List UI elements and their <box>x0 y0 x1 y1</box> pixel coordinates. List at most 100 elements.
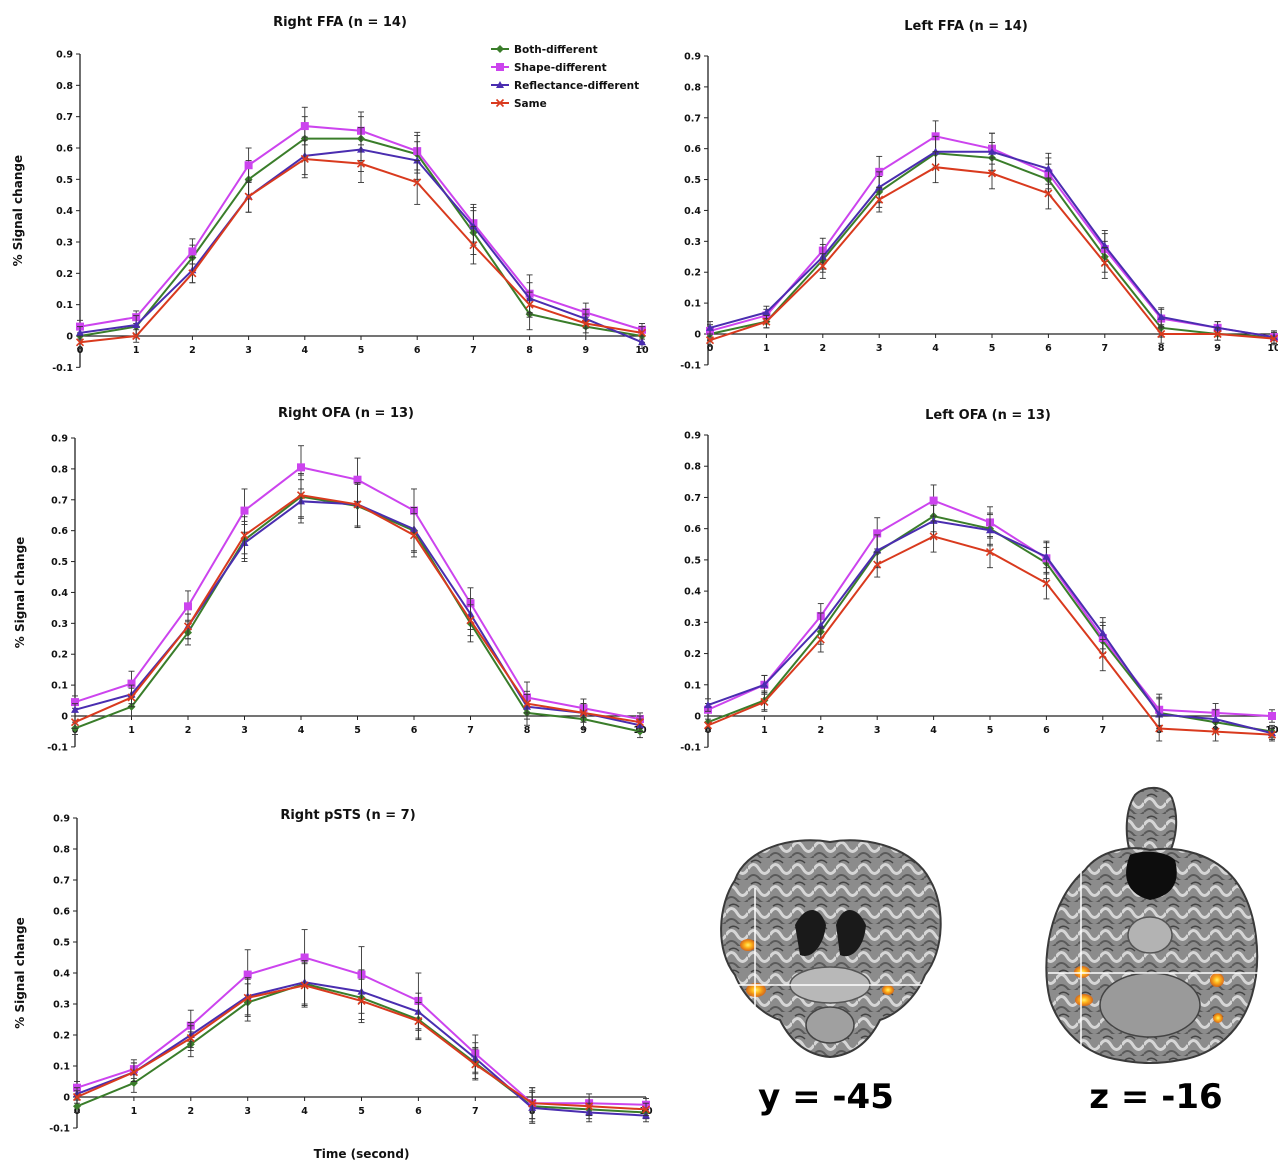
coronal-slice-label: y = -45 <box>758 1077 894 1117</box>
data-point <box>466 616 475 625</box>
data-point <box>300 154 309 164</box>
chart-title: Right OFA (n = 13) <box>278 406 414 421</box>
data-point <box>522 699 532 708</box>
x-tick-label: 6 <box>1043 725 1050 736</box>
data-point <box>986 526 994 534</box>
data-point <box>297 463 305 472</box>
data-point <box>244 192 253 201</box>
y-tick-label: -0.1 <box>47 742 68 753</box>
legend-marker <box>496 63 504 71</box>
chart-title: Right pSTS (n = 7) <box>280 808 415 823</box>
data-point <box>1267 730 1277 739</box>
y-tick-label: 0.9 <box>53 814 70 825</box>
x-tick-label: 4 <box>301 345 308 356</box>
y-tick-label: 0.2 <box>684 649 701 660</box>
series-line <box>74 495 641 733</box>
data-point <box>638 338 646 346</box>
y-tick-label: 0.6 <box>51 526 68 537</box>
y-tick-label: 0.7 <box>684 493 701 504</box>
data-point <box>469 241 478 250</box>
data-point <box>760 680 769 688</box>
data-point <box>469 222 478 230</box>
data-point <box>705 336 715 345</box>
y-tick-label: 0.6 <box>684 524 701 535</box>
data-point <box>641 1105 651 1114</box>
data-point <box>931 163 940 172</box>
y-axis-label: % Signal change <box>11 155 25 267</box>
y-tick-label: -0.1 <box>680 360 701 371</box>
y-tick-label: -0.1 <box>52 363 73 374</box>
x-tick-label: 3 <box>876 343 883 354</box>
data-point <box>71 698 79 707</box>
data-point <box>985 548 995 557</box>
x-tick-label: 2 <box>819 343 826 354</box>
y-tick-label: 0.2 <box>684 268 701 279</box>
y-tick-label: 0.1 <box>684 680 701 691</box>
x-tick-label: 10 <box>635 345 649 356</box>
data-point <box>988 147 996 155</box>
y-tick-label: 0.5 <box>51 557 68 568</box>
data-point <box>300 122 309 131</box>
legend-marker <box>496 81 504 88</box>
chart-right-psts: Right pSTS (n = 7) -0.1 0 0.1 0.2 0.3 0.4 0.5 0.… <box>13 808 653 1161</box>
y-tick-label: 0.3 <box>684 618 701 629</box>
x-tick-label: 4 <box>298 725 305 736</box>
data-point <box>637 328 647 337</box>
legend-label: Same <box>514 98 547 110</box>
chart-title: Left FFA (n = 14) <box>904 19 1028 34</box>
data-point <box>356 159 366 168</box>
y-tick-label: 0.5 <box>56 175 73 186</box>
y-tick-label: 0.7 <box>56 112 73 123</box>
data-point <box>635 718 645 727</box>
x-tick-label: 2 <box>817 725 824 736</box>
x-tick-label: 6 <box>414 345 421 356</box>
chart-title: Left OFA (n = 13) <box>925 408 1051 423</box>
y-tick-label: 0.8 <box>51 464 68 475</box>
legend-marker <box>496 45 504 53</box>
y-tick-label: 0 <box>694 712 701 723</box>
data-point <box>409 531 419 540</box>
data-point <box>244 161 253 170</box>
data-point <box>186 1034 195 1043</box>
data-point <box>873 560 882 569</box>
y-tick-label: 0.4 <box>684 206 701 217</box>
data-point <box>929 496 938 505</box>
data-point <box>353 475 362 484</box>
axial-slice-label: z = -16 <box>1089 1077 1222 1117</box>
data-point <box>188 269 197 278</box>
x-tick-label: 1 <box>761 725 768 736</box>
series-line <box>79 157 643 344</box>
y-tick-label: 0.8 <box>684 462 701 473</box>
x-tick-label: 9 <box>1214 343 1221 354</box>
y-tick-label: 0.3 <box>53 1000 70 1011</box>
y-tick-label: 0.8 <box>56 81 73 92</box>
data-point <box>76 328 84 336</box>
x-tick-label: 3 <box>874 725 881 736</box>
x-tick-label: 1 <box>128 725 135 736</box>
y-tick-label: 0.5 <box>53 938 70 949</box>
series-line <box>74 494 641 724</box>
legend: Both-different Shape-different Reflectance… <box>491 44 639 110</box>
x-tick-label: 5 <box>989 343 996 354</box>
legend-label: Both-different <box>514 44 598 56</box>
data-point <box>240 506 249 515</box>
series-shape-different <box>73 929 650 1120</box>
x-tick-label: 6 <box>411 725 418 736</box>
x-tick-label: 5 <box>358 345 365 356</box>
data-point <box>760 697 769 707</box>
data-point <box>706 323 714 331</box>
data-point <box>127 679 136 688</box>
data-point <box>875 183 884 191</box>
data-point <box>528 1099 537 1108</box>
x-tick-label: 7 <box>467 725 474 736</box>
data-point <box>1211 727 1220 736</box>
data-point <box>353 500 362 509</box>
x-tick-label: 6 <box>415 1106 422 1117</box>
x-tick-label: 10 <box>1267 343 1278 354</box>
chart-right-ffa: Right FFA (n = 14) -0.1 0 0.1 0.2 0.3 0.4 0.5 0.… <box>11 15 649 374</box>
y-tick-label: 0.9 <box>51 434 68 445</box>
x-tick-label: 9 <box>580 725 587 736</box>
x-tick-label: 7 <box>1101 343 1108 354</box>
x-tick-label: 9 <box>582 345 589 356</box>
y-tick-label: 0.6 <box>53 907 70 918</box>
